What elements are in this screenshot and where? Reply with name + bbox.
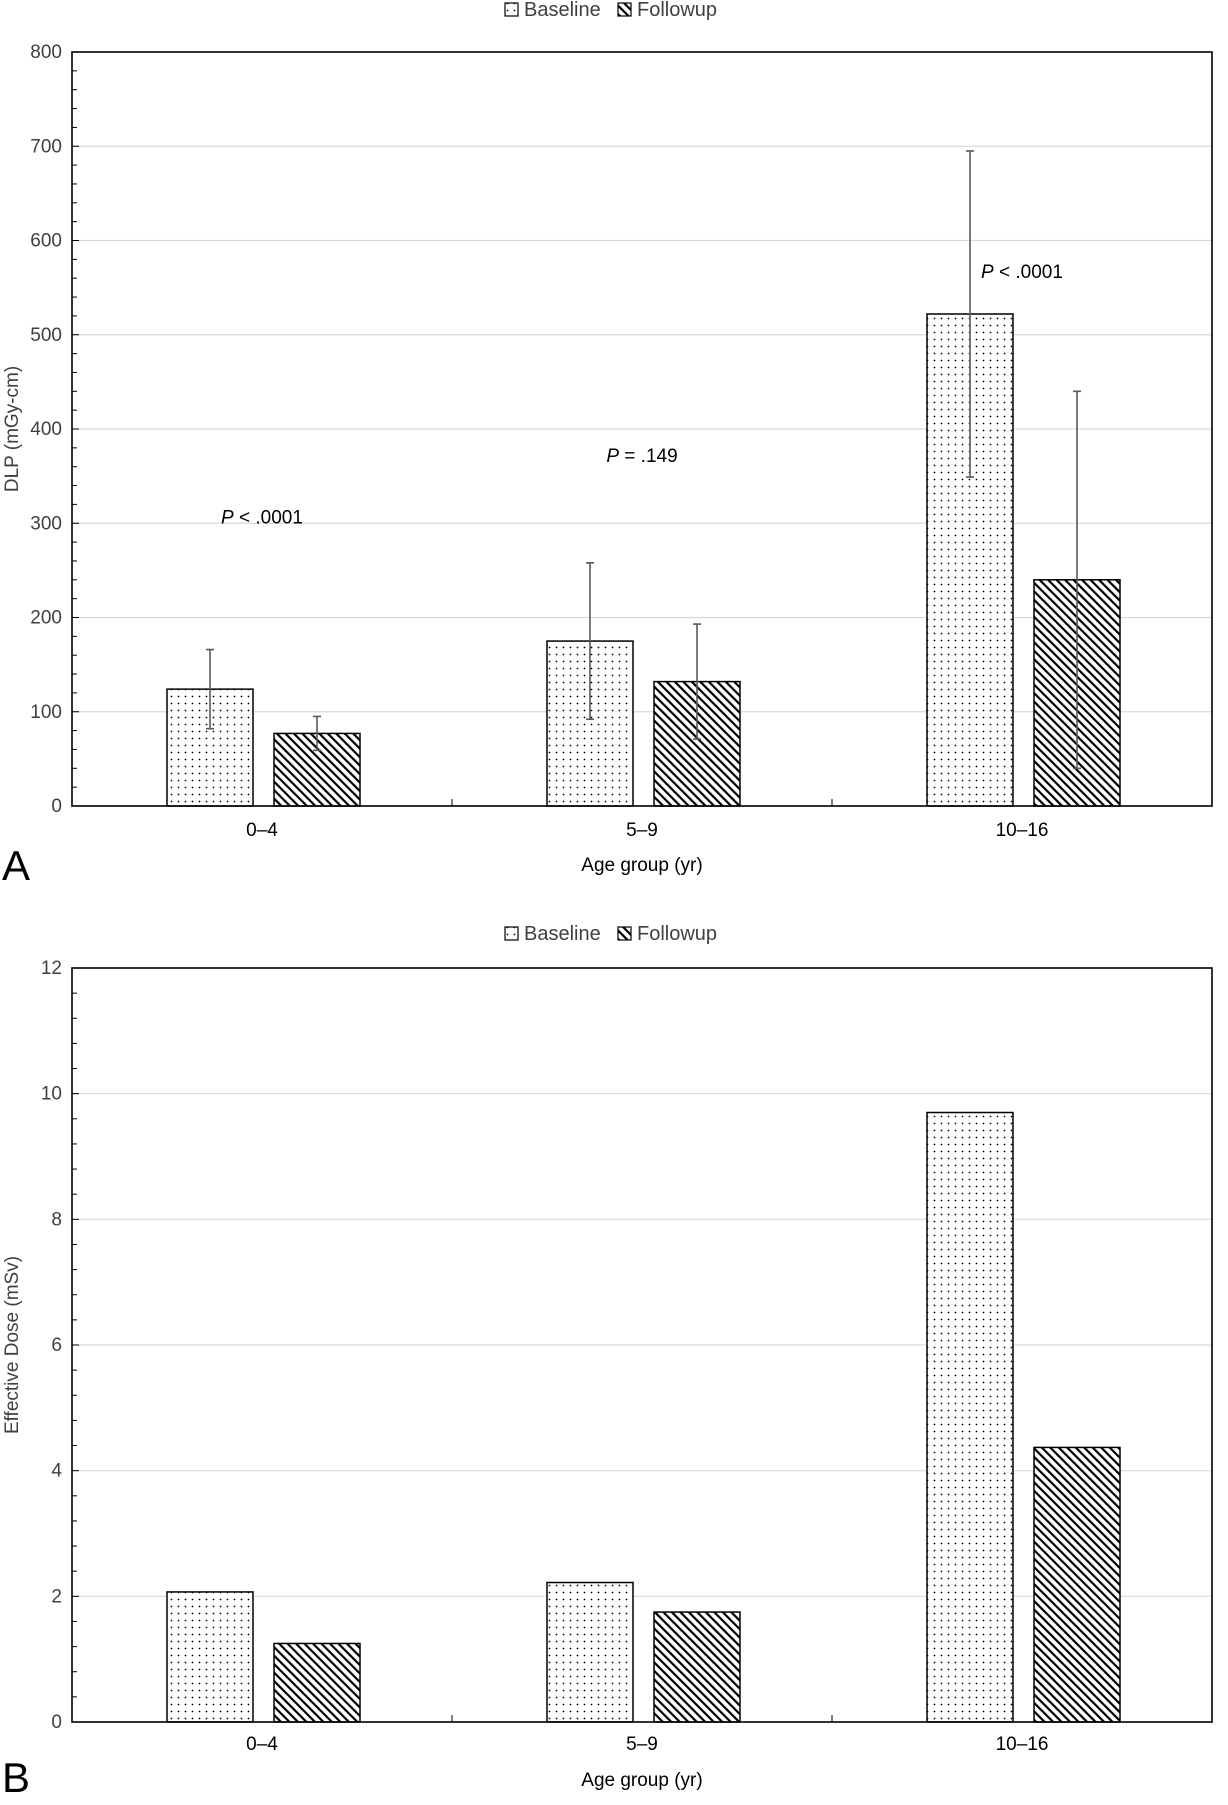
panel-letter: B xyxy=(2,1754,30,1800)
legend-label: Baseline xyxy=(524,923,601,945)
y-tick-label: 0 xyxy=(51,1712,62,1733)
bar-followup-2 xyxy=(1033,1446,1121,1723)
legend-swatch xyxy=(504,926,519,941)
y-tick-label: 100 xyxy=(30,702,62,723)
legend-label: Followup xyxy=(637,0,717,21)
y-tick-label: 4 xyxy=(51,1461,62,1482)
y-tick-label: 200 xyxy=(30,608,62,629)
plot-frame xyxy=(71,51,1213,807)
x-tick-label: 5–9 xyxy=(626,820,658,841)
plot-frame xyxy=(71,967,1213,1723)
p-value-annotation: P < .0001 xyxy=(221,507,303,528)
y-axis-title: Effective Dose (mSv) xyxy=(2,1256,23,1434)
x-tick-label: 5–9 xyxy=(626,1734,658,1755)
x-tick-label: 10–16 xyxy=(996,820,1049,841)
y-tick-label: 0 xyxy=(51,796,62,817)
y-tick-label: 2 xyxy=(51,1586,62,1607)
legend-swatch xyxy=(617,926,632,941)
p-value-annotation: P < .0001 xyxy=(981,262,1063,283)
y-tick-label: 300 xyxy=(30,513,62,534)
x-tick-label: 10–16 xyxy=(996,1734,1049,1755)
y-tick-label: 800 xyxy=(30,42,62,63)
legend: Baseline Followup xyxy=(504,923,717,945)
legend: Baseline Followup xyxy=(504,0,717,21)
panel-letter: A xyxy=(2,842,30,889)
y-tick-label: 12 xyxy=(41,958,62,979)
p-value-annotation: P = .149 xyxy=(606,446,677,467)
legend-label: Baseline xyxy=(524,0,601,21)
y-axis-title: DLP (mGy-cm) xyxy=(2,366,23,492)
x-tick-label: 0–4 xyxy=(246,820,278,841)
chart-panel-a: 0 100 200 300 400 500 600 700 800 0–4 5–9 10–16 Age … xyxy=(2,0,1213,889)
y-tick-label: 8 xyxy=(51,1209,62,1230)
x-axis-title: Age group (yr) xyxy=(581,855,702,876)
y-tick-label: 700 xyxy=(30,136,62,157)
bar-followup-1 xyxy=(653,1611,741,1723)
y-tick-label: 600 xyxy=(30,231,62,252)
legend-swatch xyxy=(617,2,632,17)
bar-followup-0 xyxy=(273,1642,361,1723)
bar-baseline-0 xyxy=(166,1591,254,1723)
y-tick-label: 6 xyxy=(51,1335,62,1356)
bar-baseline-2 xyxy=(926,1111,1014,1723)
y-tick-label: 10 xyxy=(41,1084,62,1105)
x-tick-label: 0–4 xyxy=(246,1734,278,1755)
x-axis-title: Age group (yr) xyxy=(581,1770,702,1791)
y-tick-label: 400 xyxy=(30,419,62,440)
legend-swatch xyxy=(504,2,519,17)
chart-panel-b: 0 2 4 6 8 10 12 0–4 5–9 10–16 Age group (yr) Effect… xyxy=(2,923,1213,1801)
bar-baseline-1 xyxy=(546,1581,634,1723)
y-tick-label: 500 xyxy=(30,325,62,346)
legend-label: Followup xyxy=(637,923,717,945)
